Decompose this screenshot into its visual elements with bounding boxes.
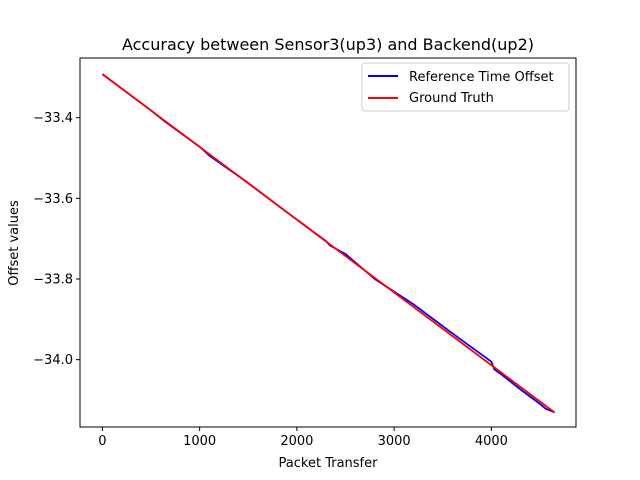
x-tick-label: 3000 — [378, 434, 411, 449]
plot-frame — [79, 57, 577, 428]
y-tick-label: −33.4 — [33, 111, 73, 126]
series-line-ground-truth — [101, 73, 556, 414]
y-axis-label: Offset values — [7, 200, 22, 286]
x-tick-label: 2000 — [280, 434, 313, 449]
x-tick-label: 0 — [98, 434, 106, 449]
legend-box — [361, 62, 570, 112]
legend-label-ground-truth: Ground Truth — [409, 91, 494, 106]
x-axis: 0 1000 2000 3000 4000 — [98, 427, 508, 449]
x-tick-label: 1000 — [183, 434, 216, 449]
chart-title: Accuracy between Sensor3(up3) and Backen… — [122, 35, 534, 54]
y-tick-label: −34.0 — [33, 353, 73, 368]
x-tick-label: 4000 — [475, 434, 508, 449]
legend: Reference Time Offset Ground Truth — [361, 62, 570, 112]
y-tick-label: −33.6 — [33, 192, 73, 207]
y-tick-label: −33.8 — [33, 272, 73, 287]
y-axis: −34.0 −33.8 −33.6 −33.4 — [33, 111, 80, 368]
x-axis-label: Packet Transfer — [279, 456, 379, 471]
series-layer — [101, 73, 556, 414]
plot-area — [79, 57, 577, 428]
legend-label-reference-time-offset: Reference Time Offset — [409, 70, 554, 85]
